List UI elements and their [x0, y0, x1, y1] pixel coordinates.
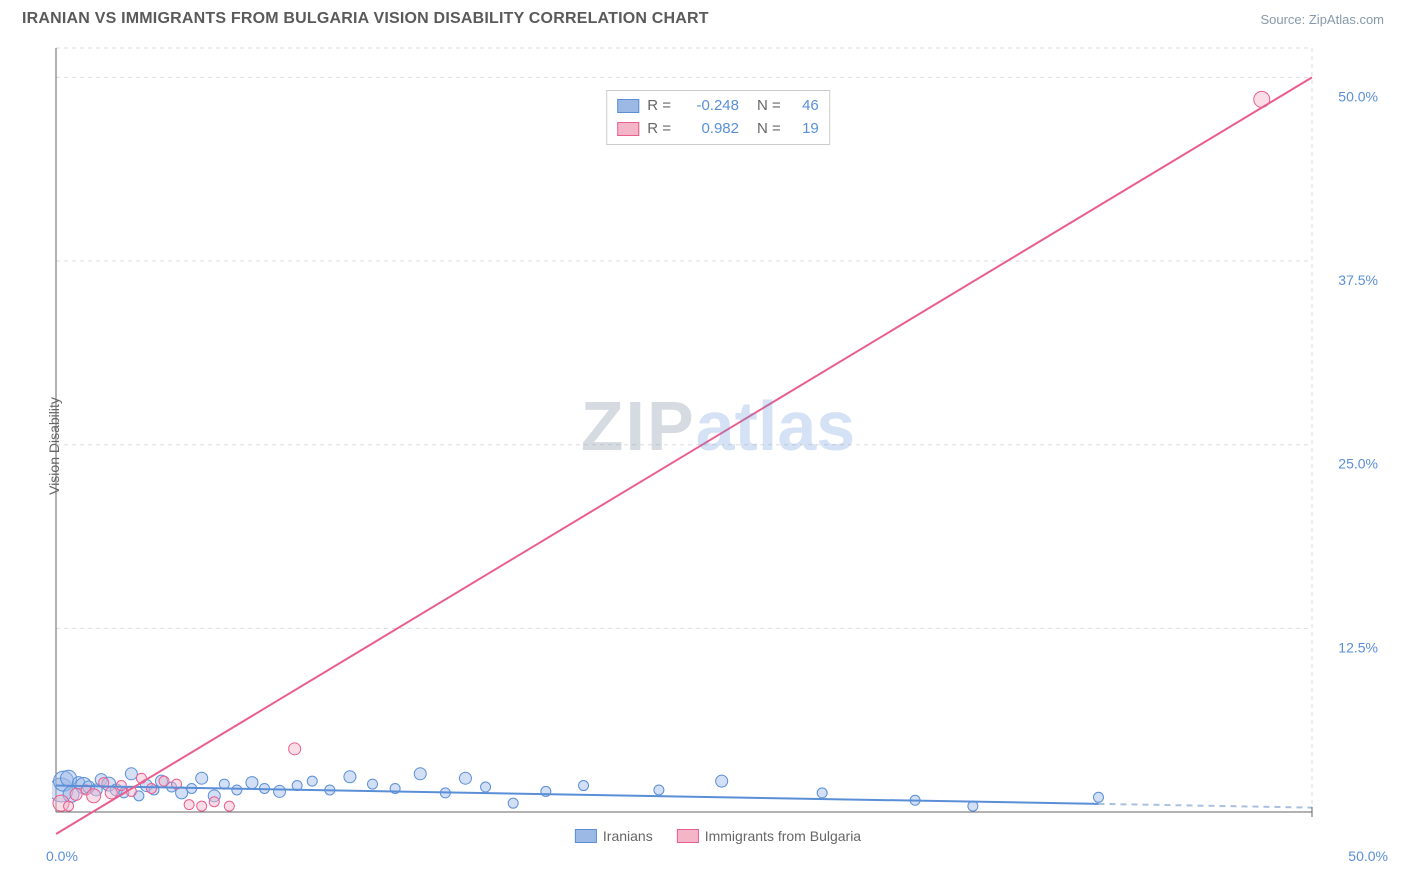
stats-legend-row: R = -0.248 N = 46	[617, 95, 819, 118]
legend-swatch	[677, 829, 699, 843]
scatter-point	[64, 801, 74, 811]
legend-swatch	[617, 122, 639, 136]
scatter-point	[307, 776, 317, 786]
y-tick-label: 50.0%	[1338, 88, 1378, 104]
scatter-point	[289, 743, 301, 755]
stats-n-label: N =	[757, 95, 781, 118]
stats-n-value: 19	[789, 118, 819, 141]
stats-legend: R = -0.248 N = 46 R = 0.982 N = 19	[606, 90, 830, 145]
legend-swatch	[575, 829, 597, 843]
scatter-point	[197, 801, 207, 811]
chart-svg: 12.5% 25.0% 37.5% 50.0%	[52, 42, 1384, 842]
scatter-point	[116, 781, 126, 791]
y-tick-label: 25.0%	[1338, 456, 1378, 472]
scatter-point	[87, 789, 101, 803]
scatter-point	[414, 768, 426, 780]
scatter-point	[274, 785, 286, 797]
regression-line-ext	[1098, 804, 1312, 808]
x-max-label: 50.0%	[1348, 848, 1388, 864]
source-label: Source: ZipAtlas.com	[1260, 12, 1384, 27]
scatter-point	[481, 782, 491, 792]
stats-legend-row: R = 0.982 N = 19	[617, 118, 819, 141]
stats-r-label: R =	[647, 118, 671, 141]
scatter-point	[579, 781, 589, 791]
scatter-point	[459, 772, 471, 784]
y-tick-label: 37.5%	[1338, 272, 1378, 288]
regression-line	[56, 77, 1312, 834]
legend-item: Iranians	[575, 828, 653, 844]
scatter-point	[1093, 792, 1103, 802]
bottom-legend: Iranians Immigrants from Bulgaria	[575, 828, 861, 844]
stats-r-label: R =	[647, 95, 671, 118]
chart-area: 12.5%25.0%37.5%50.0% ZIPatlas R =-0.248N…	[52, 42, 1384, 842]
stats-r-value: 0.982	[679, 118, 739, 141]
legend-swatch	[617, 99, 639, 113]
scatter-point	[196, 772, 208, 784]
y-tick-label: 12.5%	[1338, 639, 1378, 655]
chart-title: IRANIAN VS IMMIGRANTS FROM BULGARIA VISI…	[22, 10, 709, 28]
scatter-point	[368, 779, 378, 789]
scatter-point	[224, 801, 234, 811]
scatter-point	[70, 788, 82, 800]
scatter-point	[344, 771, 356, 783]
scatter-point	[184, 800, 194, 810]
scatter-point	[716, 775, 728, 787]
stats-n-label: N =	[757, 118, 781, 141]
scatter-point	[232, 785, 242, 795]
legend-label: Iranians	[603, 828, 653, 844]
scatter-point	[146, 783, 156, 793]
stats-n-value: 46	[789, 95, 819, 118]
scatter-point	[817, 788, 827, 798]
scatter-point	[654, 785, 664, 795]
legend-label: Immigrants from Bulgaria	[705, 828, 861, 844]
stats-r-value: -0.248	[679, 95, 739, 118]
legend-item: Immigrants from Bulgaria	[677, 828, 861, 844]
scatter-point	[125, 768, 137, 780]
scatter-point	[508, 798, 518, 808]
scatter-point	[209, 797, 219, 807]
x-origin-label: 0.0%	[46, 848, 78, 864]
scatter-point	[159, 776, 169, 786]
scatter-point	[246, 777, 258, 789]
header: IRANIAN VS IMMIGRANTS FROM BULGARIA VISI…	[0, 0, 1406, 34]
